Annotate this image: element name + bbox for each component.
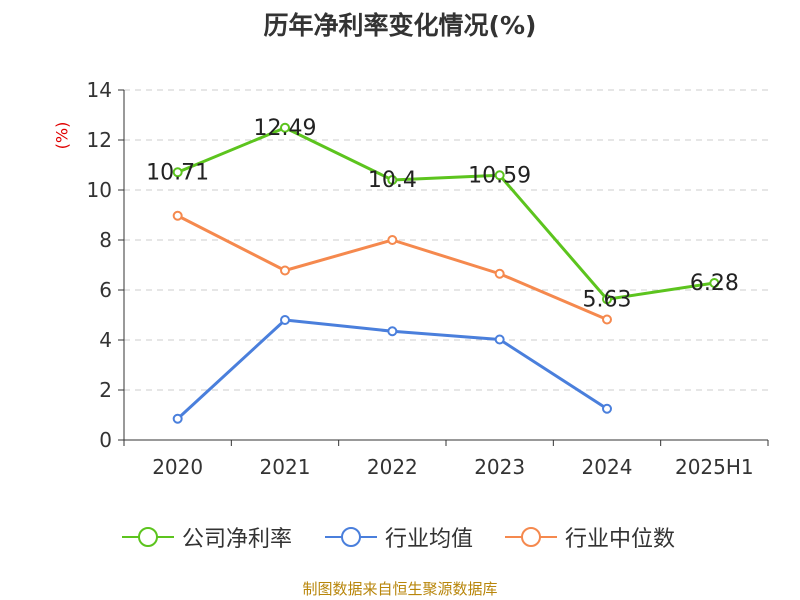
data-label: 10.71 xyxy=(146,160,209,185)
data-point xyxy=(494,268,505,279)
data-point xyxy=(172,413,183,424)
x-tick-label: 2022 xyxy=(367,455,418,479)
series-line xyxy=(176,214,608,321)
data-label: 10.4 xyxy=(368,168,417,193)
legend-line-marker-icon xyxy=(505,527,557,547)
data-point xyxy=(494,170,505,181)
data-point xyxy=(172,210,183,221)
x-tick-label: 2020 xyxy=(152,455,203,479)
y-tick-label: 6 xyxy=(99,278,112,302)
data-point xyxy=(172,167,183,178)
data-point xyxy=(280,265,290,276)
data-point xyxy=(494,334,505,345)
y-tick-label: 0 xyxy=(99,428,112,452)
y-tick-label: 8 xyxy=(99,228,112,252)
data-label: 6.28 xyxy=(690,271,739,296)
y-tick-label: 4 xyxy=(99,328,112,352)
legend: 公司净利率 行业均值 行业中位数 xyxy=(0,517,800,557)
legend-line-marker-icon xyxy=(325,527,377,547)
data-point xyxy=(280,315,290,325)
x-tick-label: 2024 xyxy=(582,455,633,479)
y-tick-label: 14 xyxy=(87,78,112,102)
y-tick-label: 10 xyxy=(87,178,112,202)
data-label: 12.49 xyxy=(254,116,317,141)
data-point xyxy=(387,235,398,245)
y-tick-label: 2 xyxy=(99,378,112,402)
data-label: 10.59 xyxy=(468,163,531,188)
chart-title: 历年净利率变化情况(%) xyxy=(263,11,537,40)
legend-label: 行业中位数 xyxy=(565,527,676,552)
legend-label: 行业均值 xyxy=(385,527,474,552)
data-point xyxy=(602,403,612,414)
source-note: 制图数据来自恒生聚源数据库 xyxy=(302,580,498,598)
x-tick-label: 2025H1 xyxy=(675,455,754,479)
data-point xyxy=(602,294,612,305)
legend-label: 公司净利率 xyxy=(182,527,293,552)
data-point xyxy=(602,314,612,325)
data-point xyxy=(280,122,290,133)
series-line xyxy=(177,126,715,301)
data-label: 5.63 xyxy=(583,287,632,312)
x-tick-label: 2023 xyxy=(474,455,525,479)
legend-item-industry-average[interactable]: 行业均值 xyxy=(325,517,473,557)
legend-line-marker-icon xyxy=(122,527,174,547)
data-point xyxy=(387,326,398,337)
legend-item-industry-median[interactable]: 行业中位数 xyxy=(505,517,675,557)
data-point xyxy=(709,278,720,288)
x-tick-label: 2021 xyxy=(260,455,311,479)
legend-item-company-net-margin[interactable]: 公司净利率 xyxy=(122,517,292,557)
y-tick-label: 12 xyxy=(87,128,112,152)
data-point xyxy=(387,175,398,185)
